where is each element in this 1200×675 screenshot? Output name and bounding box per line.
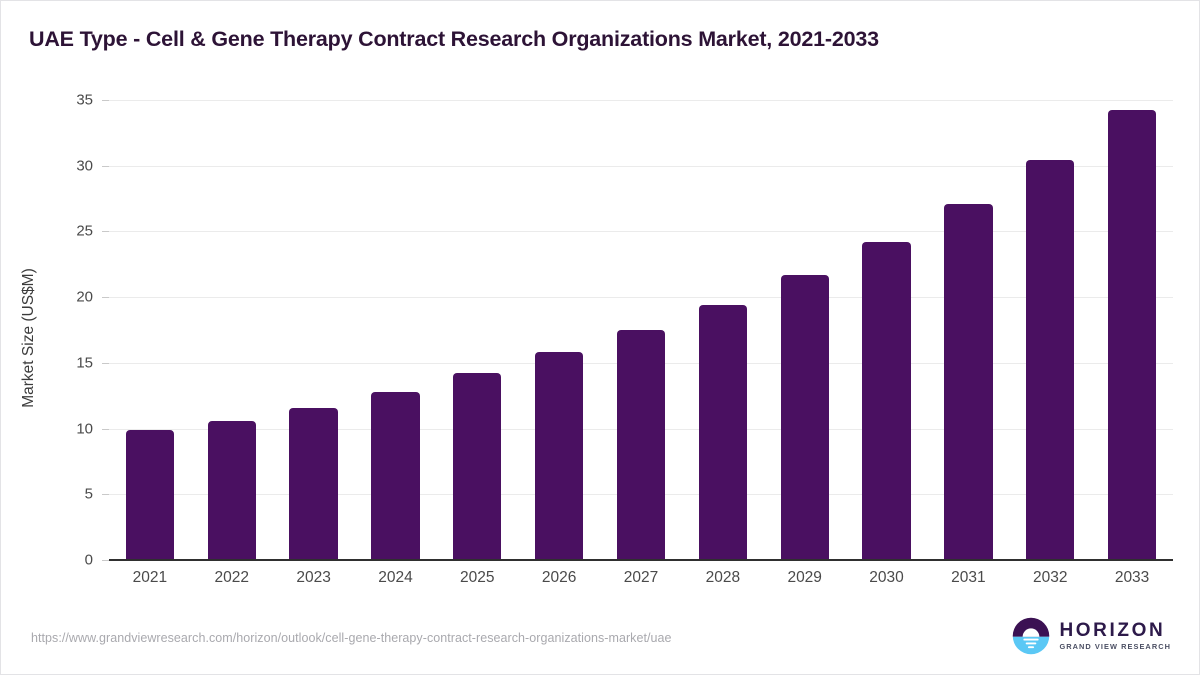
- bar[interactable]: [616, 330, 666, 560]
- x-tick-label: 2025: [460, 569, 495, 586]
- x-tick-label: 2024: [378, 569, 413, 586]
- gridline: [109, 100, 1173, 101]
- gridline: [109, 231, 1173, 233]
- x-axis-line: [109, 559, 1173, 561]
- x-tick-label: 2032: [1032, 569, 1068, 586]
- x-tick-label: 2028: [705, 569, 741, 586]
- gridline: [109, 297, 1173, 299]
- y-tick-label: 15: [76, 354, 93, 372]
- bar[interactable]: [944, 203, 993, 560]
- bar[interactable]: [1107, 109, 1157, 560]
- logo-text: HORIZON GRAND VIEW RESEARCH: [1059, 619, 1171, 652]
- y-tick-label: 25: [76, 222, 93, 240]
- bar[interactable]: [371, 391, 420, 560]
- bar[interactable]: [453, 373, 502, 560]
- x-tick-label: 2027: [623, 569, 659, 586]
- y-tick-label: 10: [76, 420, 93, 438]
- page-title: UAE Type - Cell & Gene Therapy Contract …: [29, 27, 879, 51]
- y-tick-mark: [102, 560, 109, 561]
- gridline: [109, 165, 1173, 167]
- y-tick-mark: [102, 494, 109, 496]
- logo-name: HORIZON: [1059, 619, 1166, 641]
- bar[interactable]: [289, 407, 338, 560]
- x-tick-label: 2030: [869, 569, 904, 586]
- bar[interactable]: [780, 274, 829, 560]
- bar[interactable]: [698, 305, 747, 560]
- y-tick-mark: [102, 100, 109, 101]
- y-tick-mark: [102, 428, 109, 430]
- bar[interactable]: [125, 429, 175, 560]
- x-tick-label: 2026: [541, 569, 577, 586]
- y-tick-label: 20: [76, 288, 93, 306]
- bar[interactable]: [207, 420, 256, 560]
- y-tick-mark: [102, 297, 109, 299]
- y-tick-mark: [102, 231, 109, 233]
- y-tick-label: 0: [84, 551, 93, 569]
- brand-logo[interactable]: HORIZON GRAND VIEW RESEARCH: [1012, 617, 1171, 655]
- y-tick-label: 5: [84, 485, 93, 503]
- x-tick-label: 2022: [214, 569, 250, 586]
- horizon-logo-icon: [1013, 617, 1050, 655]
- x-tick-label: 2021: [132, 569, 168, 586]
- y-tick-label: 30: [76, 157, 93, 175]
- bar[interactable]: [862, 241, 911, 560]
- x-tick-label: 2029: [787, 569, 822, 586]
- logo-subtitle: GRAND VIEW RESEARCH: [1059, 641, 1171, 651]
- bar[interactable]: [535, 352, 584, 560]
- source-url[interactable]: https://www.grandviewresearch.com/horizo…: [31, 631, 672, 645]
- x-tick-label: 2033: [1114, 569, 1150, 586]
- x-tick-label: 2023: [296, 569, 331, 586]
- y-tick-mark: [102, 362, 109, 364]
- x-tick-label: 2031: [951, 569, 986, 586]
- y-tick-label: 35: [76, 91, 93, 109]
- y-tick-mark: [102, 165, 109, 167]
- bar[interactable]: [1026, 159, 1075, 560]
